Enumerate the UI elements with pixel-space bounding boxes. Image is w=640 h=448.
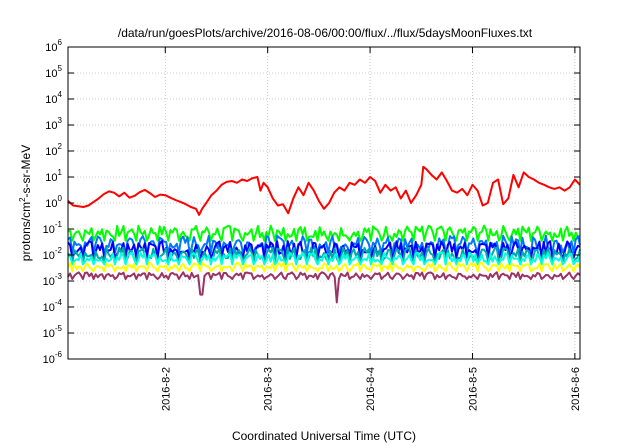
y-axis-label-rest: -s-sr-MeV [19,145,33,198]
y-tick-label-base: 10 [45,94,57,106]
series-line-1 [67,165,581,216]
y-tick-label-exp: 4 [58,90,63,99]
y-tick-label: 10-4 [43,298,63,314]
y-tick-label: 105 [45,64,62,80]
y-tick-label: 10-2 [43,246,63,262]
x-tick-label: 2016-8-3 [263,367,275,411]
y-axis-label: protons/cm2-s-sr-MeV [18,145,33,261]
axis-ticks: 10610510410310210110010-110-210-310-410-… [43,38,582,411]
y-tick-label: 10-3 [43,272,63,288]
y-tick-label-exp: -2 [55,246,63,255]
y-tick-label-exp: -6 [55,350,63,359]
series-layer [67,165,581,304]
y-tick-label-exp: 6 [58,38,63,47]
x-tick-label: 2016-8-2 [160,367,172,411]
y-tick-label-exp: 1 [58,168,63,177]
y-tick-label-exp: 2 [58,142,63,151]
y-tick-label: 101 [45,168,62,184]
y-tick-label-base: 10 [45,172,57,184]
y-tick-label-base: 10 [43,354,55,366]
y-tick-label-base: 10 [43,276,55,288]
y-tick-label-base: 10 [43,302,55,314]
series-line-5 [67,246,581,264]
y-axis-label-base: protons/cm [19,202,33,261]
y-tick-label: 10-6 [43,350,63,366]
y-tick-label-exp: -1 [55,220,63,229]
x-tick-label: 2016-8-6 [570,367,582,411]
y-tick-label: 102 [45,142,62,158]
y-tick-label: 104 [45,90,62,106]
y-tick-label-exp: -3 [55,272,63,281]
series-line-2 [67,224,581,242]
chart-title: /data/run/goesPlots/archive/2016-08-06/0… [118,26,533,40]
y-tick-label-exp: -4 [55,298,63,307]
y-tick-label-base: 10 [43,250,55,262]
series-line-7 [67,261,581,273]
y-tick-label: 100 [45,194,62,210]
y-tick-label-base: 10 [45,120,57,132]
series-line-8 [67,271,581,304]
y-tick-label-base: 10 [43,224,55,236]
y-tick-label-base: 10 [43,328,55,340]
y-tick-label-exp: 0 [58,194,63,203]
x-tick-label: 2016-8-5 [467,367,479,411]
series-line-4 [67,240,581,259]
x-axis-label: Coordinated Universal Time (UTC) [232,429,416,443]
y-tick-label: 10-5 [43,324,63,340]
y-tick-label-exp: -5 [55,324,63,333]
y-tick-label-base: 10 [45,146,57,158]
y-tick-label: 10-1 [43,220,63,236]
x-tick-label: 2016-8-4 [365,367,377,411]
y-tick-label-base: 10 [45,42,57,54]
y-axis-label-sup: 2 [18,197,27,202]
y-tick-label-exp: 3 [58,116,63,125]
y-tick-label-base: 10 [45,198,57,210]
series-line-6 [67,251,581,266]
y-tick-label-base: 10 [45,68,57,80]
y-tick-label-exp: 5 [58,64,63,73]
y-tick-label: 106 [45,38,62,54]
y-tick-label: 103 [45,116,62,132]
